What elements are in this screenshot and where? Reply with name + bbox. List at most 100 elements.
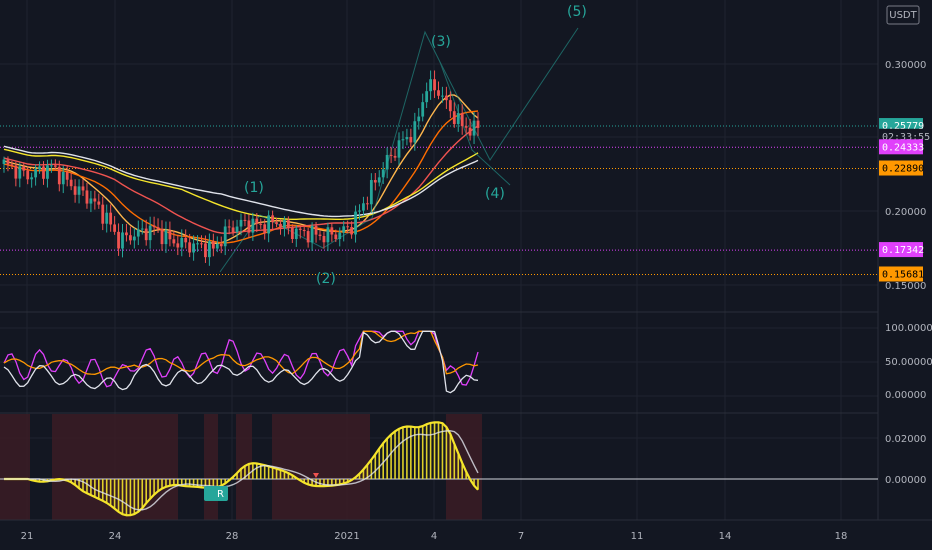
candle (393, 148, 397, 161)
candle-body (326, 227, 330, 243)
candle (369, 173, 373, 213)
candle-body (18, 166, 22, 179)
candle-body (366, 203, 369, 205)
oscillator-axis: 100.00000 50.00000 0.00000 (885, 323, 932, 401)
candle (366, 196, 369, 210)
candle-body (358, 210, 361, 212)
elliott-wave-lines (219, 27, 579, 273)
candle-body (61, 171, 65, 185)
candle (6, 156, 10, 172)
time-label-24: 24 (109, 531, 122, 542)
candle (290, 224, 294, 243)
candle-body (338, 232, 342, 240)
candle-body (472, 120, 476, 136)
candle (235, 219, 239, 240)
candle (314, 222, 318, 243)
candle-body (448, 100, 452, 112)
candle-body (121, 232, 124, 249)
candle-body (180, 237, 184, 248)
candle (208, 233, 211, 266)
candle-body (294, 228, 298, 240)
candle-body (152, 225, 156, 228)
price-tag-label: 0.22890 (882, 164, 924, 175)
candle (113, 216, 116, 235)
candle-body (93, 198, 97, 202)
ma-white-line (3, 145, 479, 218)
candle (271, 210, 274, 230)
macd-band-4 (272, 414, 370, 520)
time-axis[interactable]: 21 24 28 2021 4 7 11 14 18 (21, 531, 848, 542)
candle (283, 216, 286, 237)
currency-button[interactable] (886, 5, 920, 25)
signal-marker-badge[interactable] (204, 486, 228, 501)
price-tag-3: 0.22890 (879, 160, 924, 176)
candle-body (314, 225, 318, 235)
candle-body (73, 186, 77, 195)
candle-body (302, 229, 306, 232)
candle-body (227, 226, 231, 228)
candle-body (334, 234, 338, 240)
candle (168, 221, 172, 247)
candle (354, 205, 357, 243)
candle (176, 234, 180, 256)
price-tag-label: 0.25779 (882, 121, 924, 132)
candle-body (176, 243, 180, 248)
candle (437, 81, 440, 100)
candle (93, 190, 97, 210)
horizontal-levels (0, 125, 878, 275)
candle-body (65, 171, 69, 180)
candle (204, 235, 207, 263)
time-label-21: 21 (21, 531, 34, 542)
candle (405, 128, 409, 146)
candle-body (445, 95, 448, 101)
candle (121, 223, 124, 258)
candle-body (10, 164, 14, 166)
time-label-11: 11 (631, 531, 644, 542)
candle (196, 235, 199, 252)
candle (65, 165, 69, 187)
candle (334, 229, 338, 243)
candle-body (393, 155, 397, 158)
candle (456, 104, 460, 132)
candle-body (330, 227, 334, 235)
oscillator-signal-line (3, 330, 479, 394)
price-tag-2: 0.24333 (879, 139, 924, 155)
candle (476, 112, 480, 137)
price-tag-label: 02:33:55 (882, 132, 930, 143)
signal-marker[interactable]: R (204, 486, 228, 501)
candle (105, 204, 109, 233)
candle-body (401, 139, 405, 141)
candle-body (425, 91, 429, 103)
candle (57, 160, 61, 192)
candle (441, 86, 444, 103)
candle-body (417, 116, 421, 122)
price-axis[interactable]: USDT 0.30000 0.20000 0.15000 0.2577902:3… (879, 5, 930, 292)
candle (472, 112, 476, 144)
candle (164, 221, 168, 253)
candle-body (81, 186, 85, 191)
macd-band-2 (204, 414, 218, 520)
candle (117, 223, 120, 256)
candle-body (255, 218, 259, 224)
oscillator-lines (3, 330, 479, 394)
macd-axis: 0.02000 0.00000 (885, 434, 926, 486)
osc-tick-0: 0.00000 (885, 390, 926, 401)
candle (358, 204, 361, 221)
candle (346, 220, 350, 234)
candle (231, 220, 235, 236)
candle-body (373, 180, 377, 183)
candle (18, 162, 22, 188)
macd-lines (4, 421, 479, 517)
candle (22, 162, 26, 177)
candle (417, 108, 421, 130)
candle-body (381, 169, 385, 178)
price-tag-label: 0.15681 (882, 269, 924, 280)
candle-body (464, 126, 468, 128)
candle-body (263, 224, 267, 234)
candle (26, 166, 30, 185)
candle (452, 102, 456, 128)
candle-body (346, 226, 350, 228)
candle-body (259, 223, 263, 225)
